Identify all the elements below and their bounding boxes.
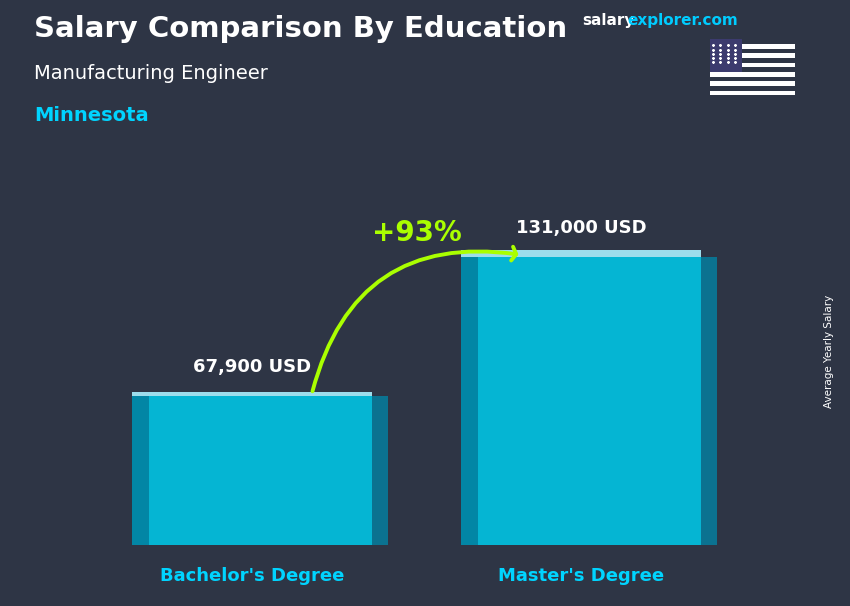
Bar xyxy=(462,250,700,257)
Bar xyxy=(133,393,371,396)
Text: Master's Degree: Master's Degree xyxy=(498,567,664,585)
Bar xyxy=(462,257,479,545)
Text: Salary Comparison By Education: Salary Comparison By Education xyxy=(34,15,567,43)
Bar xyxy=(710,81,795,86)
Bar xyxy=(710,39,742,72)
Text: explorer.com: explorer.com xyxy=(627,13,738,28)
Text: Manufacturing Engineer: Manufacturing Engineer xyxy=(34,64,268,82)
Bar xyxy=(462,257,700,545)
Bar xyxy=(710,62,795,67)
Bar xyxy=(710,44,795,48)
Bar xyxy=(710,91,795,95)
Text: 131,000 USD: 131,000 USD xyxy=(516,219,646,237)
Bar xyxy=(700,257,717,545)
Bar xyxy=(371,396,388,545)
Bar xyxy=(710,72,795,77)
Bar xyxy=(710,53,795,58)
Text: salary: salary xyxy=(582,13,635,28)
Bar xyxy=(133,396,371,545)
Text: +93%: +93% xyxy=(371,219,462,247)
Bar xyxy=(133,396,149,545)
Text: Average Yearly Salary: Average Yearly Salary xyxy=(824,295,834,408)
Text: 67,900 USD: 67,900 USD xyxy=(193,358,311,376)
Text: Minnesota: Minnesota xyxy=(34,106,149,125)
Text: Bachelor's Degree: Bachelor's Degree xyxy=(160,567,344,585)
